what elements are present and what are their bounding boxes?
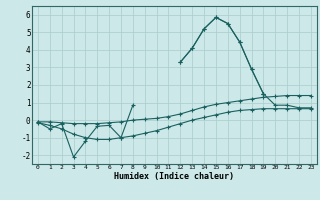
X-axis label: Humidex (Indice chaleur): Humidex (Indice chaleur) (115, 172, 234, 181)
